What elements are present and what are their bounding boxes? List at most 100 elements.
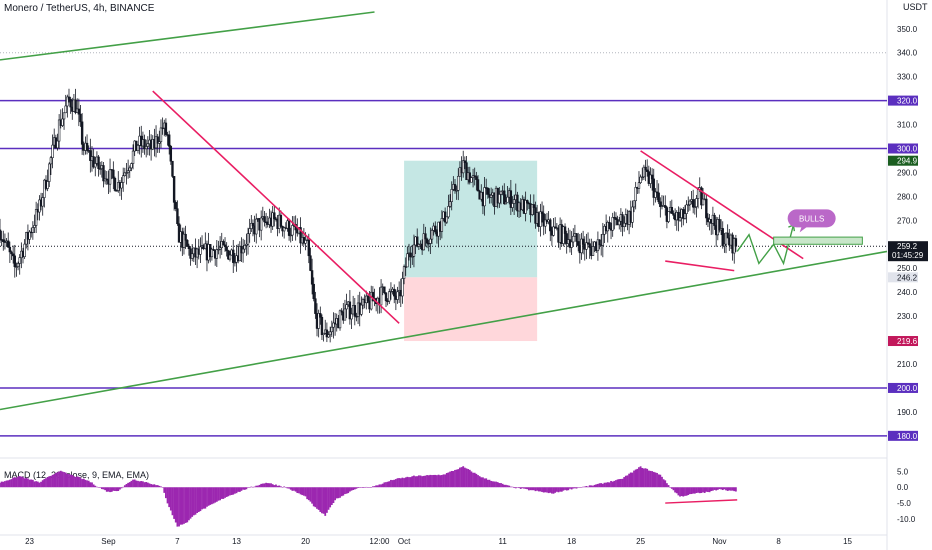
macd-bar	[629, 472, 632, 488]
macd-bar	[516, 487, 519, 488]
macd-bar	[664, 480, 667, 488]
candle-body	[366, 295, 370, 302]
macd-bar	[362, 487, 364, 488]
macd-bar	[156, 485, 159, 488]
x-tick-Sep: Sep	[101, 537, 116, 546]
macd-bar	[421, 476, 424, 488]
macd-bar	[647, 470, 650, 488]
candle-body	[539, 211, 542, 227]
macd-bar	[360, 487, 363, 488]
macd-bar	[286, 487, 289, 489]
macd-bar	[542, 487, 545, 493]
macd-bar	[493, 481, 496, 488]
candle-body	[388, 291, 391, 302]
candle-body	[575, 233, 578, 242]
macd-bar	[413, 475, 415, 488]
candle-body	[28, 231, 31, 240]
candle-body	[2, 239, 5, 242]
macd-bar	[178, 487, 180, 527]
macd-bar	[490, 480, 493, 488]
macd-bar	[440, 475, 443, 488]
macd-bar	[240, 487, 243, 491]
macd-bar	[146, 482, 149, 488]
candle-body	[97, 156, 100, 169]
candle-body	[581, 238, 585, 245]
macd-bar	[127, 482, 130, 488]
candle-body	[450, 189, 453, 202]
candle-body	[273, 212, 276, 220]
macd-bar	[559, 487, 562, 492]
macd-bar	[299, 487, 302, 495]
macd-bar	[84, 479, 87, 488]
macd-bar	[595, 484, 598, 488]
x-tick-12:00: 12:00	[369, 537, 390, 546]
candle-body	[56, 140, 59, 149]
price-tag-219.6-text: 219.6	[897, 337, 918, 346]
candle-body	[167, 134, 171, 147]
macd-bar	[345, 487, 348, 494]
candle-body	[94, 163, 97, 168]
macd-bar	[99, 487, 102, 488]
level-tag-200.0-text: 200.0	[897, 384, 918, 393]
macd-bar	[578, 487, 581, 488]
macd-bar	[68, 474, 70, 488]
macd-bar	[291, 487, 294, 491]
candle-body	[176, 208, 179, 225]
long-position-loss-zone	[404, 277, 538, 342]
macd-bar	[368, 487, 371, 488]
candle-body	[465, 162, 468, 181]
macd-bar	[623, 477, 626, 488]
candle-body	[462, 160, 465, 174]
macd-bar	[411, 476, 414, 488]
macd-bar	[444, 474, 447, 488]
macd-bar	[220, 487, 223, 499]
macd-tick-5: 5.0	[897, 467, 909, 476]
macd-bar	[687, 487, 690, 496]
macd-bar	[202, 487, 205, 509]
macd-bar	[63, 472, 65, 488]
macd-bar	[358, 487, 361, 488]
macd-bar	[702, 487, 704, 493]
macd-bar	[620, 478, 622, 488]
macd-bar	[610, 480, 612, 488]
macd-bar	[642, 468, 645, 488]
macd-bar	[674, 487, 677, 493]
macd-bar	[465, 468, 468, 488]
candle-body	[123, 172, 127, 177]
price-tag-294.9-bg	[888, 155, 918, 166]
macd-bar	[531, 487, 534, 491]
candle-body	[693, 206, 697, 208]
currency-label: USDT	[903, 2, 928, 12]
macd-bar	[28, 479, 31, 488]
candle-body	[503, 190, 506, 205]
candle-body	[585, 242, 588, 250]
macd-bar	[634, 469, 637, 488]
macd-bar	[638, 467, 640, 488]
macd-bar	[603, 482, 606, 488]
macd-bar	[462, 466, 465, 488]
macd-bar	[334, 487, 336, 501]
candle-body	[639, 176, 642, 183]
macd-bar	[311, 487, 313, 504]
macd-bar	[348, 487, 351, 492]
macd-bar	[554, 487, 557, 493]
macd-bar	[61, 471, 64, 488]
x-tick-23: 23	[25, 537, 34, 546]
macd-bar	[255, 485, 258, 488]
macd-bar	[590, 485, 593, 488]
macd-bar	[731, 487, 734, 491]
x-tick-15: 15	[843, 537, 852, 546]
macd-bar	[174, 487, 177, 523]
macd-bar	[352, 487, 355, 491]
macd-bar	[621, 478, 624, 488]
macd-bar	[173, 487, 176, 519]
macd-bar	[373, 486, 376, 488]
macd-bar	[670, 487, 673, 489]
candle-body	[384, 292, 388, 302]
macd-bar	[355, 487, 358, 489]
candle-body	[89, 150, 92, 161]
macd-bar	[74, 476, 77, 488]
macd-bar	[212, 487, 215, 504]
candle-body	[562, 226, 565, 244]
